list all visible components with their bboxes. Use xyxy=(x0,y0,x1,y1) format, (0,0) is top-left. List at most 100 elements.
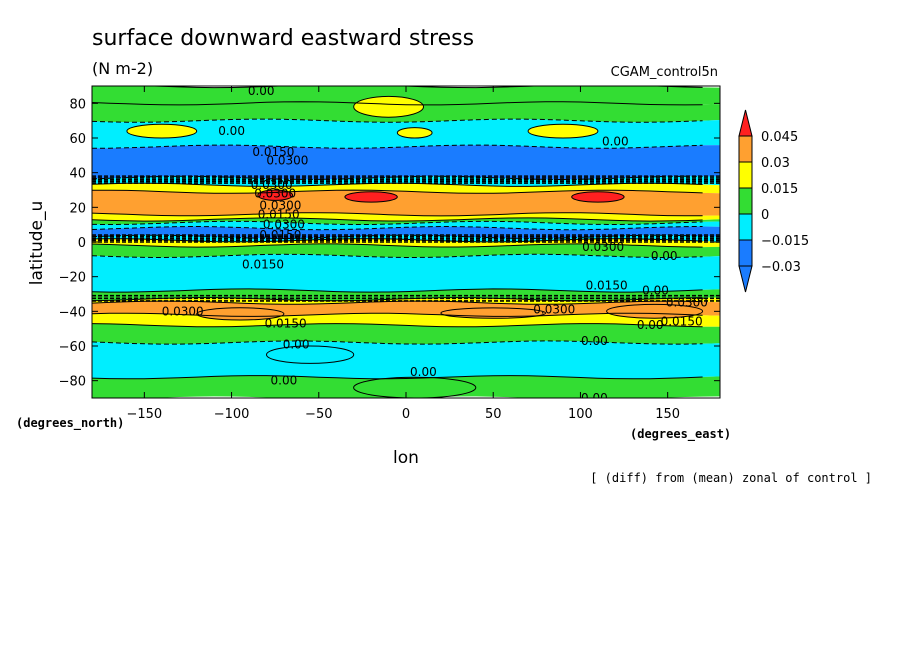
contour-label-18: 0.0300 xyxy=(533,303,575,317)
x-axis-label: lon xyxy=(393,448,419,468)
x-tick-label-0: −150 xyxy=(126,407,162,422)
y-axis: 80 60 40 20 0 −20 −40 −60 −80 xyxy=(59,97,720,390)
colorbar-bottom-arrow xyxy=(738,265,753,293)
y-tick-label-7: −60 xyxy=(59,340,86,355)
contour-label-20: 0.0150 xyxy=(265,317,307,331)
plot-area: 0.000.000.01500.03000.000.03000.03000.03… xyxy=(92,84,720,405)
x-axis: −150 −100 −50 0 50 100 150 xyxy=(126,86,680,422)
x-tick-label-6: 150 xyxy=(655,407,680,422)
contour-label-9: 0.0300 xyxy=(263,218,305,232)
band-9 xyxy=(92,221,720,230)
y-tick-label-6: −40 xyxy=(59,305,86,320)
contour-label-19: 0.0150 xyxy=(661,315,703,329)
contour-label-14: 0.0150 xyxy=(586,278,628,292)
contour-label-6: 0.0300 xyxy=(254,187,296,201)
footnote: [ (diff) from (mean) zonal of control ] xyxy=(590,471,872,485)
contour-label-23: 0.00 xyxy=(581,334,608,348)
dataset-label: CGAM_control5n xyxy=(611,65,718,80)
y-tick-label-0: 80 xyxy=(69,97,86,112)
contour-line-9 xyxy=(92,220,703,226)
y-axis-label: latitude_u xyxy=(27,201,47,286)
patch-11 xyxy=(266,345,355,364)
x-tick-label-2: −50 xyxy=(305,407,332,422)
contour-lines xyxy=(92,86,720,380)
band-13 xyxy=(92,243,720,258)
contour-label-24: 0.00 xyxy=(410,365,437,379)
contour-line-2 xyxy=(92,118,703,123)
contour-label-5: 0.0300 xyxy=(251,178,293,192)
contour-labels: 0.000.000.01500.03000.000.03000.03000.03… xyxy=(162,84,708,405)
contour-line-18 xyxy=(92,312,703,317)
y-tick-label-5: −20 xyxy=(59,271,86,286)
patch-0 xyxy=(126,123,198,139)
band-19 xyxy=(92,323,720,345)
band-6 xyxy=(92,190,720,216)
patch-2 xyxy=(396,127,433,139)
contour-label-16: 0.0300 xyxy=(666,296,708,310)
contour-line-10 xyxy=(92,225,703,231)
contour-line-6 xyxy=(92,189,703,194)
x-tick-label-1: −100 xyxy=(214,407,250,422)
contour-label-4: 0.00 xyxy=(602,135,629,149)
contour-label-10: 0.0150 xyxy=(259,228,301,242)
contour-line-21 xyxy=(92,375,703,380)
contour-line-8 xyxy=(92,217,703,222)
band-14 xyxy=(92,254,720,293)
chart-title: surface downward eastward stress xyxy=(92,26,474,51)
contour-label-17: 0.0300 xyxy=(162,304,204,318)
y-tick-label-8: −80 xyxy=(59,375,86,390)
contour-line-5 xyxy=(92,182,703,187)
contour-line-20 xyxy=(92,340,703,345)
x-axis-units: (degrees_east) xyxy=(630,427,731,442)
contour-line-7 xyxy=(92,212,703,217)
contour-line-16 xyxy=(92,297,703,302)
colorbar-box-4 xyxy=(738,239,753,267)
contour-label-7: 0.0300 xyxy=(259,199,301,213)
x-tick-label-5: 100 xyxy=(568,407,593,422)
contour-label-13: 0.00 xyxy=(651,249,678,263)
band-0 xyxy=(92,86,720,105)
band-20 xyxy=(92,340,720,379)
patch-3 xyxy=(527,123,599,139)
contour-line-13 xyxy=(92,243,703,248)
contour-line-11 xyxy=(92,234,703,239)
patch-5 xyxy=(344,191,398,203)
colorbar-box-0 xyxy=(738,135,753,163)
contour-label-0: 0.00 xyxy=(248,84,275,98)
colorbar: 0.045 0.03 0.015 0 −0.015 −0.03 xyxy=(738,109,809,293)
contour-line-0 xyxy=(141,86,703,89)
contour-line-4 xyxy=(92,175,703,181)
contour-label-22: 0.00 xyxy=(283,337,310,351)
contour-line-19 xyxy=(92,323,703,328)
colorbar-label-1: 0.03 xyxy=(761,156,790,171)
patch-10 xyxy=(353,376,477,398)
y-tick-label-4: 0 xyxy=(78,236,86,251)
colorbar-label-2: 0.015 xyxy=(761,182,798,197)
contour-label-1: 0.00 xyxy=(218,124,245,138)
colorbar-label-3: 0 xyxy=(761,208,769,223)
contour-line-3 xyxy=(92,144,703,149)
colorbar-top-arrow xyxy=(738,109,753,137)
colorbar-box-2 xyxy=(738,187,753,215)
contour-label-15: 0.00 xyxy=(642,284,669,298)
contour-label-12: 0.0300 xyxy=(582,240,624,254)
contour-label-25: 0.00 xyxy=(271,374,298,388)
colorbar-box-1 xyxy=(738,161,753,189)
contour-label-2: 0.0150 xyxy=(252,145,294,159)
y-tick-label-1: 60 xyxy=(69,132,86,147)
contour-line-14 xyxy=(92,253,703,259)
y-axis-units: (degrees_north) xyxy=(16,416,124,431)
patch-6 xyxy=(571,191,625,203)
contour-line-12 xyxy=(92,238,703,243)
contour-line-17 xyxy=(92,300,703,305)
colorbar-box-3 xyxy=(738,213,753,241)
contour-label-26: 0.00 xyxy=(581,391,608,405)
colorbar-label-0: 0.045 xyxy=(761,130,798,145)
contour-label-21: 0.00 xyxy=(637,318,664,332)
patch-7 xyxy=(196,307,285,321)
contour-label-3: 0.0300 xyxy=(266,154,308,168)
contour-label-8: 0.0150 xyxy=(258,207,300,221)
contour-line-15 xyxy=(92,288,703,293)
chart-units: (N m-2) xyxy=(92,59,153,78)
